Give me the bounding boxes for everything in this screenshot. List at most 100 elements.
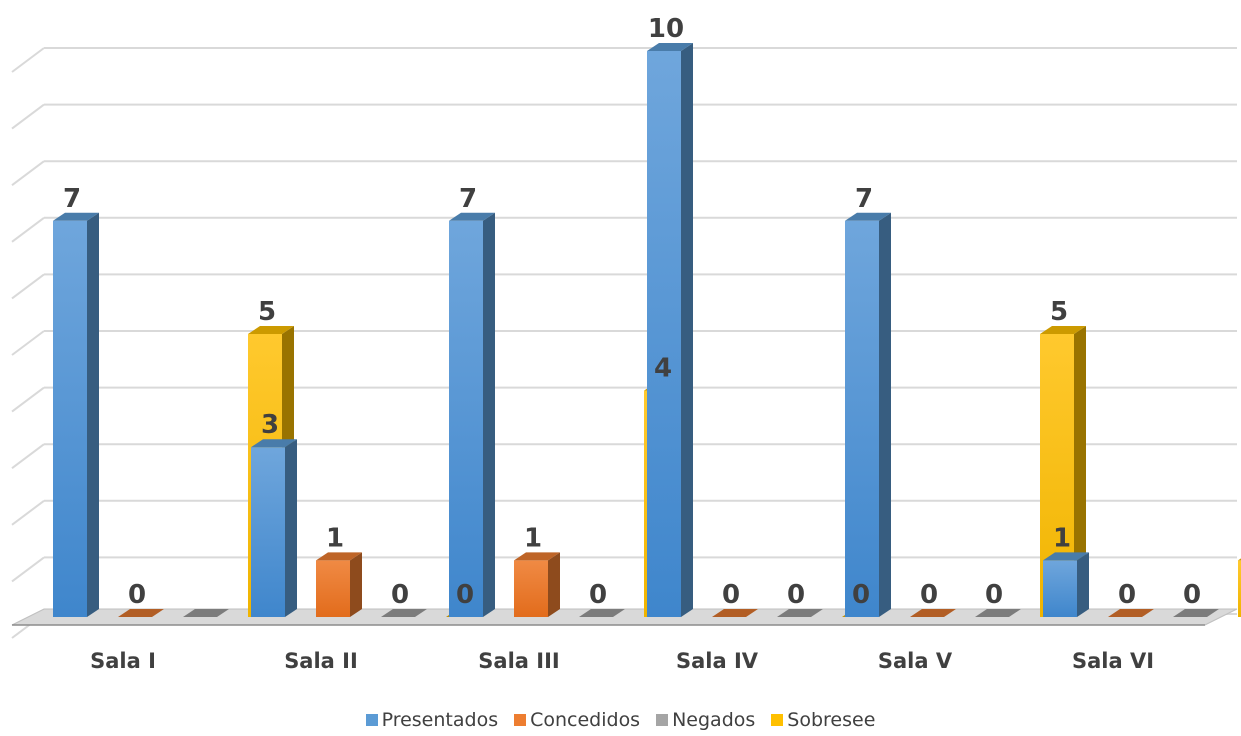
bar-concedidos-5 [910,609,956,617]
bar-top-face [449,212,495,221]
bar-presentados-1 [53,212,99,618]
bar-zero-slab [777,609,823,617]
side-wall-gridline [11,103,45,130]
bar-zero-slab [118,609,164,617]
bar-zero-slab [579,609,625,617]
x-tick-label: Sala II [284,649,358,673]
bar-concedidos-1 [118,609,164,617]
data-label: 0 [920,580,938,610]
bar-zero-slab [975,609,1021,617]
bar-presentados-6 [1043,552,1089,617]
bar-zero-slab [712,609,758,617]
bar-top-face [251,439,297,448]
bar-negados-6 [1173,609,1219,617]
side-wall-gridline [11,47,45,73]
side-wall-gridline [11,273,45,300]
bar-side-face [285,439,297,617]
bars [53,43,1241,618]
data-label: 1 [1053,523,1071,553]
data-label: 0 [128,580,146,610]
data-label: 0 [985,580,1003,610]
bar-zero-slab [1108,609,1154,617]
bar-top-face [1043,552,1089,561]
data-label: 7 [855,184,873,214]
bar-front-face [316,560,350,617]
bar-front-face [251,447,285,617]
x-tick-label: Sala VI [1072,649,1154,673]
data-label: 0 [787,580,805,610]
legend-label: Concedidos [530,709,641,731]
data-label: 1 [326,523,344,553]
bar-presentados-4 [647,43,693,617]
bar-negados-2 [381,609,427,617]
data-label: 5 [1050,297,1068,327]
legend: Presentados Concedidos Negados Sobresee [0,706,1241,734]
data-label: 7 [63,184,81,214]
bar-side-face [483,212,495,618]
bar-top-face [316,552,362,561]
bar-front-face [449,220,483,618]
data-labels: 705310071041000070051001 [63,14,1201,610]
legend-swatch [771,714,784,726]
side-wall-gridline [11,443,45,470]
data-label: 4 [654,354,672,384]
bar-negados-4 [777,609,823,617]
data-label: 0 [391,580,409,610]
bar-presentados-3 [449,212,495,618]
data-label: 5 [258,297,276,327]
legend-item-negados: Negados [656,709,755,731]
legend-item-presentados: Presentados [365,709,499,731]
data-label: 0 [852,580,870,610]
side-wall-gridline [11,160,45,186]
legend-item-sobresee: Sobresee [771,709,875,731]
bar-front-face [1043,560,1077,617]
bar-side-face [548,552,560,617]
data-label: 0 [722,580,740,610]
bar-zero-slab [183,609,229,617]
legend-label: Sobresee [787,709,876,731]
bar-presentados-2 [251,439,297,617]
side-wall-gridline [11,556,45,583]
bar-presentados-5 [845,212,891,618]
bar-front-face [647,51,681,617]
legend-label: Presentados [381,709,499,731]
x-axis-tick-labels: Sala I Sala II Sala III Sala IV Sala V Sala V… [90,649,1154,673]
legend-swatch [365,714,378,726]
data-label: 0 [589,580,607,610]
legend-swatch [514,714,527,726]
bar-sobresee-6 [1238,558,1241,617]
bar-negados-5 [975,609,1021,617]
bar-side-face [87,212,99,618]
bar-zero-slab [381,609,427,617]
bar-top-face [845,212,891,221]
bar-concedidos-6 [1108,609,1154,617]
data-label: 7 [459,184,477,214]
bar-negados-3 [579,609,625,617]
bar-negados-1 [183,609,229,617]
data-label: 0 [1118,580,1136,610]
legend-label: Negados [672,709,756,731]
bar-zero-slab [910,609,956,617]
side-wall-gridline [11,330,45,356]
bar-concedidos-2 [316,552,362,617]
bar-front-face [1238,560,1241,617]
data-label: 10 [648,14,684,44]
bar-concedidos-3 [514,552,560,617]
bar-top-face [248,326,294,334]
x-tick-label: Sala IV [676,649,759,673]
chart-walls [11,47,45,639]
bar-side-face [1074,326,1086,617]
side-wall-gridline [11,499,45,526]
bar-top-face [53,212,99,221]
bar-front-face [514,560,548,617]
bar-top-face [1238,558,1241,561]
side-wall-gridline [11,386,45,413]
bar-top-face [647,43,693,51]
bar-side-face [879,212,891,618]
bar-front-face [845,220,879,618]
bar-side-face [681,43,693,617]
bar-side-face [1077,552,1089,617]
bar-front-face [53,220,87,618]
x-tick-label: Sala V [878,649,953,673]
